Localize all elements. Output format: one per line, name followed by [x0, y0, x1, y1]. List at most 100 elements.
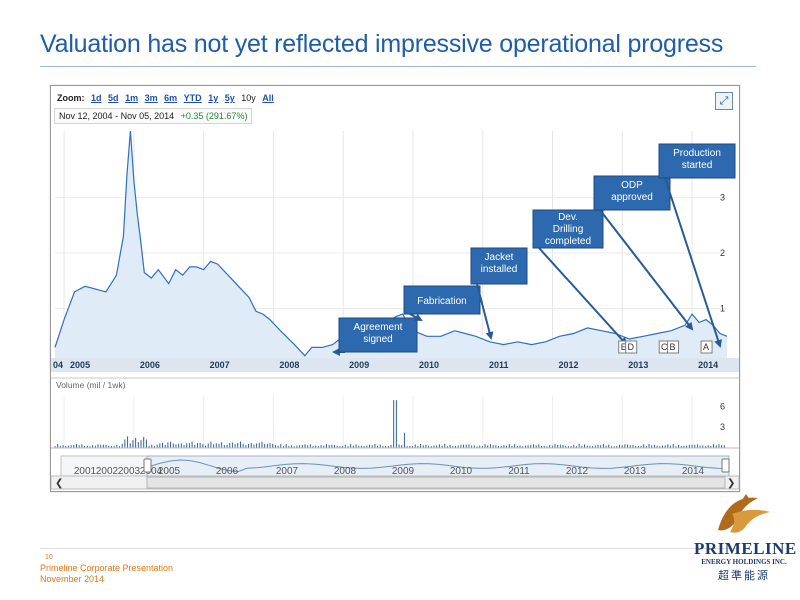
x-tick-label: 2012	[559, 360, 579, 370]
slide-title: Valuation has not yet reflected impressi…	[40, 30, 724, 58]
volume-y-tick-label: 3	[720, 422, 725, 432]
annotation-text: installed	[481, 264, 518, 275]
navigator-year-label: 2008	[334, 466, 357, 477]
y-tick-label: 2	[720, 248, 725, 258]
annotation-box	[593, 175, 671, 211]
annotation-text: approved	[611, 192, 653, 203]
annotation-text: Production	[673, 148, 721, 159]
zoom-label: Zoom:	[57, 93, 85, 103]
annotation-box	[470, 247, 528, 285]
navigator-year-label: 2014	[682, 466, 705, 477]
annotation-text: Jacket	[485, 252, 514, 263]
x-tick-label: 2009	[349, 360, 369, 370]
range-separator: -	[115, 111, 119, 121]
zoom-option-10y[interactable]: 10y	[241, 93, 256, 103]
navigator-handle	[721, 458, 730, 473]
logo-subtitle: ENERGY HOLDINGS INC.	[701, 558, 787, 566]
annotation-text: completed	[545, 236, 591, 247]
zoom-option-5d[interactable]: 5d	[108, 93, 119, 103]
logo-mark-icon	[718, 494, 770, 533]
zoom-option-1m[interactable]: 1m	[125, 93, 139, 103]
navigator-year-label: 2011	[508, 466, 530, 477]
footer-presentation-name: Primeline Corporate Presentation	[40, 563, 174, 573]
zoom-option-1d[interactable]: 1d	[91, 93, 102, 103]
volume-label: Volume (mil / 1wk)	[56, 380, 126, 390]
annotation-text: started	[682, 160, 713, 171]
zoom-option-1y[interactable]: 1y	[208, 93, 219, 103]
annotation-arrow	[538, 247, 628, 346]
zoom-option-5y[interactable]: 5y	[224, 93, 235, 103]
zoom-option-all[interactable]: All	[262, 93, 274, 103]
navigator-year-label: 2005	[158, 466, 181, 477]
date-range-display: Nov 12, 2004 - Nov 05, 2014 +0.35 (291.6…	[54, 108, 253, 124]
y-tick-label: 3	[720, 193, 725, 203]
annotation-box	[338, 317, 418, 353]
navigator-year-label: 2006	[216, 466, 239, 477]
event-flag-box	[667, 340, 680, 354]
title-divider	[40, 66, 756, 67]
navigator-year-label: 2009	[392, 466, 415, 477]
annotation-text: ODP	[621, 180, 643, 191]
price-volume-chart: 1 2 3 04 2005 2006 2007 2008 2009 2010 2011 2012 201…	[51, 130, 739, 490]
annotation-text: Dev.	[558, 212, 578, 223]
logo-chinese-name: 超準能源	[718, 569, 770, 582]
annotation-box	[403, 285, 481, 315]
x-tick-label: 2011	[489, 360, 509, 370]
x-tick-label: 2013	[628, 360, 648, 370]
volume-y-tick-label: 6	[720, 401, 725, 411]
expand-icon[interactable]: ⤢	[715, 92, 733, 110]
annotation-box	[658, 143, 736, 179]
annotation-arrow	[664, 177, 722, 348]
footer-date: November 2014	[40, 574, 105, 584]
price-area	[55, 131, 727, 364]
event-flag-box	[625, 340, 638, 354]
zoom-option-ytd[interactable]: YTD	[183, 93, 202, 103]
event-flag-label: E	[621, 342, 627, 352]
navigator-year-label: 2010	[450, 466, 473, 477]
navigator-handle	[143, 458, 152, 473]
navigator-year-label: 2002	[96, 466, 119, 477]
range-change: +0.35 (291.67%)	[180, 111, 248, 121]
event-flag-label: A	[703, 342, 709, 352]
y-tick-label: 1	[720, 304, 725, 314]
zoom-option-6m[interactable]: 6m	[164, 93, 178, 103]
page-number: 10	[45, 554, 53, 561]
x-tick-label: 2010	[419, 360, 439, 370]
annotation-text: Fabrication	[417, 296, 466, 307]
scrollbar-thumb	[146, 476, 726, 489]
annotation-arrow	[409, 313, 423, 321]
event-flag-label: D	[627, 342, 634, 352]
range-from: Nov 12, 2004	[59, 111, 113, 121]
price-line	[54, 130, 728, 357]
x-axis-band	[51, 358, 739, 372]
navigator-year-label: 2003	[118, 466, 141, 477]
annotation-arrow	[476, 283, 494, 340]
event-flag-label: C	[661, 342, 668, 352]
annotation-text: Agreement	[354, 322, 403, 333]
x-tick-label: 2005	[70, 360, 90, 370]
navigator-year-label: 2012	[566, 466, 589, 477]
annotation-text: signed	[363, 334, 392, 345]
stock-chart-widget: Zoom: 1d 5d 1m 3m 6m YTD 1y 5y 10y All N…	[50, 85, 740, 492]
x-tick-label: 2008	[279, 360, 299, 370]
company-logo: PRIMELINE ENERGY HOLDINGS INC. 超準能源	[694, 492, 797, 583]
x-tick-label: 2007	[210, 360, 230, 370]
x-tick-label: 04	[53, 360, 63, 370]
range-to: Nov 05, 2014	[120, 111, 175, 121]
annotation-text: Drilling	[553, 224, 584, 235]
zoom-option-3m[interactable]: 3m	[144, 93, 158, 103]
scroll-left-icon: ❮	[55, 478, 63, 489]
event-flag-box	[700, 340, 713, 354]
zoom-bar: Zoom: 1d 5d 1m 3m 6m YTD 1y 5y 10y All	[57, 93, 274, 103]
annotation-arrow	[599, 209, 694, 331]
footer-divider	[40, 548, 740, 549]
navigator-line	[150, 459, 728, 473]
x-tick-label: 2014	[698, 360, 718, 370]
event-flag-label: B	[670, 342, 676, 352]
navigator-year-label: 2007	[276, 466, 299, 477]
navigator-year-label: 2013	[624, 466, 647, 477]
navigator-year-label: 2001	[74, 466, 97, 477]
scroll-right-icon: ❯	[727, 478, 735, 489]
x-tick-label: 2006	[140, 360, 160, 370]
logo-wordmark: PRIMELINE	[694, 539, 797, 558]
